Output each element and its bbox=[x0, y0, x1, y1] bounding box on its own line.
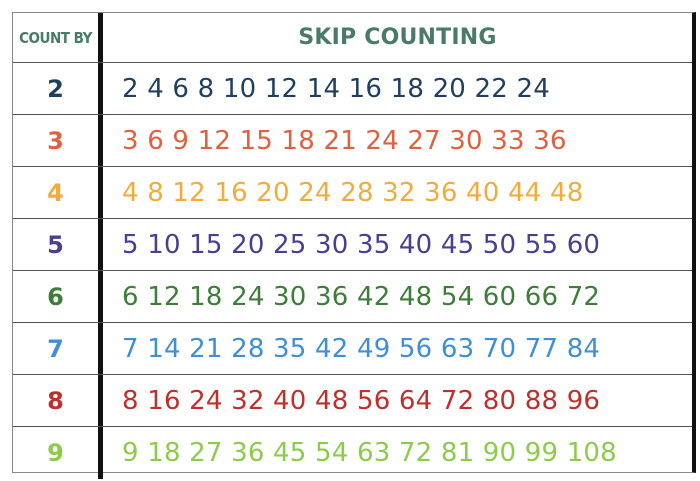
table-row: 7 7 14 21 28 35 42 49 56 63 70 77 84 bbox=[13, 323, 692, 375]
skip-sequence: 2 4 6 8 10 12 14 16 18 20 22 24 bbox=[122, 73, 550, 104]
count-by-value: 2 bbox=[13, 63, 103, 114]
skip-sequence: 9 18 27 36 45 54 63 72 81 90 99 108 bbox=[122, 438, 617, 468]
table-row: 2 2 4 6 8 10 12 14 16 18 20 22 24 bbox=[13, 63, 692, 115]
header-row: COUNT BY SKIP COUNTING bbox=[13, 13, 692, 63]
count-by-value: 7 bbox=[13, 323, 103, 374]
table-row: 6 6 12 18 24 30 36 42 48 54 60 66 72 bbox=[13, 271, 692, 323]
table-row: 8 8 16 24 32 40 48 56 64 72 80 88 96 bbox=[13, 375, 692, 427]
skip-counting-title: SKIP COUNTING bbox=[298, 25, 497, 50]
skip-sequence: 8 16 24 32 40 48 56 64 72 80 88 96 bbox=[122, 385, 601, 416]
skip-sequence: 5 10 15 20 25 30 35 40 45 50 55 60 bbox=[122, 229, 601, 260]
table-row: 3 3 6 9 12 15 18 21 24 27 30 33 36 bbox=[13, 115, 692, 167]
count-by-value: 5 bbox=[13, 219, 103, 270]
count-by-value: 6 bbox=[13, 271, 103, 322]
table-row: 5 5 10 15 20 25 30 35 40 45 50 55 60 bbox=[13, 219, 692, 271]
table-row: 9 9 18 27 36 45 54 63 72 81 90 99 108 bbox=[13, 427, 692, 479]
skip-sequence: 6 12 18 24 30 36 42 48 54 60 66 72 bbox=[122, 281, 601, 312]
table-row: 4 4 8 12 16 20 24 28 32 36 40 44 48 bbox=[13, 167, 692, 219]
count-by-header: COUNT BY bbox=[13, 13, 103, 62]
count-by-value: 8 bbox=[13, 375, 103, 426]
count-by-value: 4 bbox=[13, 167, 103, 218]
skip-counting-table: COUNT BY SKIP COUNTING 2 2 4 6 8 10 12 14… bbox=[12, 12, 696, 479]
skip-sequence: 3 6 9 12 15 18 21 24 27 30 33 36 bbox=[122, 125, 567, 156]
count-by-value: 3 bbox=[13, 115, 103, 166]
skip-sequence: 4 8 12 16 20 24 28 32 36 40 44 48 bbox=[122, 177, 584, 208]
skip-sequence: 7 14 21 28 35 42 49 56 63 70 77 84 bbox=[122, 333, 601, 364]
count-by-value: 9 bbox=[13, 427, 103, 479]
